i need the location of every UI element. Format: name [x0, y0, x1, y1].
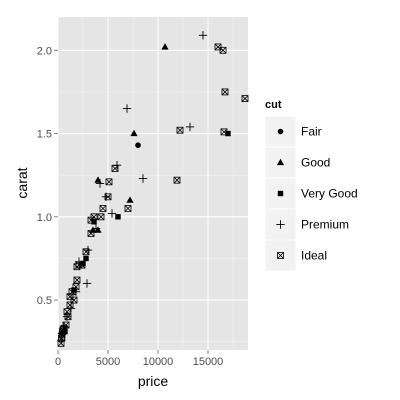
legend-label-very-good: Very Good [301, 187, 358, 201]
legend-symbol-good [276, 158, 285, 166]
legend-label-good: Good [301, 156, 330, 170]
legend-symbol-fair [277, 128, 284, 135]
data-point-ideal [70, 296, 78, 304]
legend: cut Fair Good Very Good Premium Ideal [264, 99, 358, 272]
data-point-premium [107, 209, 117, 218]
data-point-premium [138, 174, 148, 183]
data-point-ideal [87, 216, 95, 224]
y-axis-title: carat [14, 167, 30, 198]
data-point-good [126, 196, 134, 203]
y-axis-ticks: 0.5 1.0 1.5 2.0 [37, 45, 58, 307]
x-tick-label: 0 [55, 356, 61, 368]
data-point-ideal [220, 128, 228, 136]
data-point-very-good [225, 130, 231, 137]
data-point-ideal [73, 276, 81, 284]
data-point-premium [95, 179, 105, 188]
legend-symbol-premium [276, 220, 285, 229]
x-axis-title: price [138, 373, 169, 389]
data-point-good [161, 43, 169, 50]
data-point-ideal [66, 301, 74, 309]
data-point-ideal [75, 261, 83, 269]
x-axis-ticks: 0 5000 10000 15000 [55, 350, 223, 368]
data-point-ideal [97, 213, 105, 221]
data-point-ideal [173, 176, 181, 184]
data-point-very-good [83, 255, 89, 262]
data-point-ideal [104, 193, 112, 201]
x-tick-label: 15000 [193, 356, 224, 368]
y-tick-label: 1.5 [37, 129, 52, 141]
data-point-ideal [221, 88, 229, 96]
data-point-very-good [115, 214, 121, 220]
legend-key-ideal [264, 239, 297, 272]
data-points [57, 31, 249, 347]
data-point-ideal [176, 126, 184, 134]
data-point-ideal [99, 205, 107, 212]
grid-major [57, 17, 248, 350]
legend-symbol-very-good [277, 190, 284, 197]
y-tick-label: 1.0 [37, 212, 52, 224]
legend-label-premium: Premium [301, 218, 349, 232]
x-tick-label: 10000 [143, 356, 174, 368]
data-point-ideal [82, 248, 90, 256]
data-point-premium [122, 104, 132, 113]
data-point-premium [71, 287, 81, 296]
data-point-premium [185, 122, 195, 132]
x-tick-label: 5000 [96, 356, 120, 368]
data-point-good [89, 226, 97, 233]
y-tick-label: 2.0 [37, 45, 52, 57]
data-point-ideal [124, 205, 132, 212]
data-point-fair [135, 142, 141, 149]
plot-panel [58, 17, 248, 350]
data-point-ideal [59, 328, 66, 336]
data-point-premium [91, 224, 101, 233]
data-point-ideal [87, 230, 95, 237]
data-point-ideal [105, 178, 113, 186]
data-point-ideal [241, 95, 249, 102]
data-point-premium [198, 31, 208, 40]
data-point-ideal [57, 339, 65, 347]
legend-label-ideal: Ideal [301, 249, 327, 263]
legend-label-fair: Fair [301, 125, 322, 139]
data-point-premium [82, 279, 92, 288]
data-point-ideal [219, 46, 227, 54]
data-point-good [130, 129, 138, 137]
legend-title: cut [265, 99, 282, 111]
legend-symbol-ideal [277, 252, 284, 259]
data-point-ideal [64, 313, 72, 321]
y-tick-label: 0.5 [37, 295, 52, 307]
grid-minor [58, 17, 248, 350]
data-point-very-good [80, 260, 86, 267]
data-point-ideal [111, 165, 119, 172]
